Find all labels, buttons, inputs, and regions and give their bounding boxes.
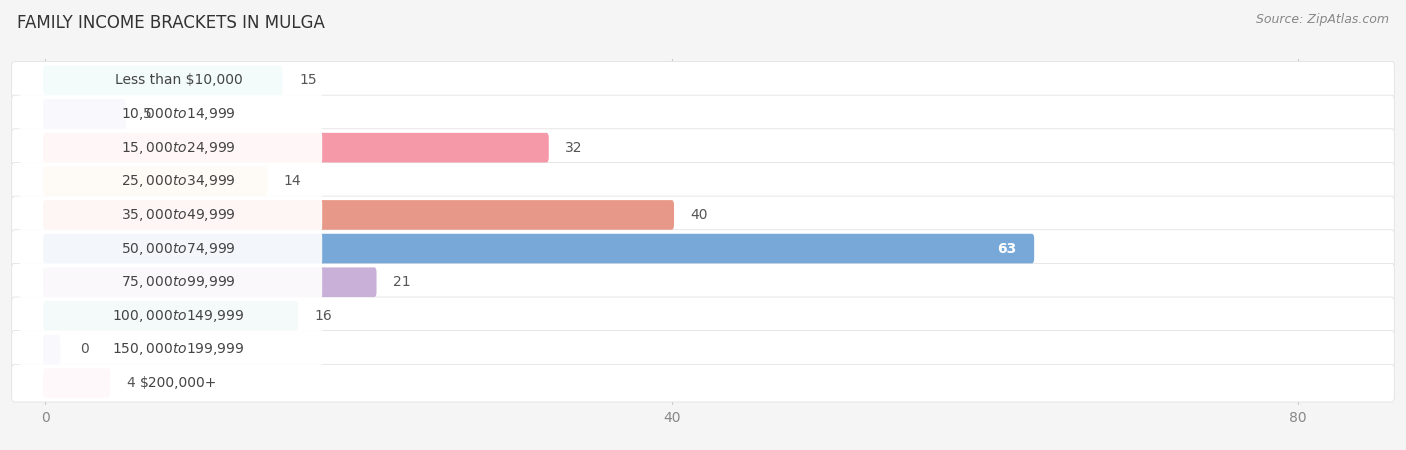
Text: Source: ZipAtlas.com: Source: ZipAtlas.com xyxy=(1256,14,1389,27)
FancyBboxPatch shape xyxy=(44,335,60,365)
FancyBboxPatch shape xyxy=(11,95,1395,133)
FancyBboxPatch shape xyxy=(11,129,1395,166)
Text: 0: 0 xyxy=(80,342,89,356)
Text: $100,000 to $149,999: $100,000 to $149,999 xyxy=(112,308,245,324)
FancyBboxPatch shape xyxy=(44,66,283,95)
FancyBboxPatch shape xyxy=(20,366,322,400)
Text: 5: 5 xyxy=(142,107,152,121)
Text: 15: 15 xyxy=(299,73,316,87)
Text: $25,000 to $34,999: $25,000 to $34,999 xyxy=(121,173,236,189)
FancyBboxPatch shape xyxy=(11,230,1395,267)
Text: FAMILY INCOME BRACKETS IN MULGA: FAMILY INCOME BRACKETS IN MULGA xyxy=(17,14,325,32)
FancyBboxPatch shape xyxy=(44,301,298,331)
FancyBboxPatch shape xyxy=(20,63,322,98)
Text: Less than $10,000: Less than $10,000 xyxy=(115,73,242,87)
FancyBboxPatch shape xyxy=(11,162,1395,200)
FancyBboxPatch shape xyxy=(20,231,322,266)
FancyBboxPatch shape xyxy=(20,164,322,199)
FancyBboxPatch shape xyxy=(20,96,322,131)
FancyBboxPatch shape xyxy=(11,62,1395,99)
Text: $35,000 to $49,999: $35,000 to $49,999 xyxy=(121,207,236,223)
Text: 14: 14 xyxy=(284,174,301,188)
Text: $15,000 to $24,999: $15,000 to $24,999 xyxy=(121,140,236,156)
Text: 40: 40 xyxy=(690,208,709,222)
Text: 16: 16 xyxy=(315,309,332,323)
Text: $150,000 to $199,999: $150,000 to $199,999 xyxy=(112,342,245,357)
Text: $50,000 to $74,999: $50,000 to $74,999 xyxy=(121,241,236,256)
Text: $75,000 to $99,999: $75,000 to $99,999 xyxy=(121,274,236,290)
Text: 4: 4 xyxy=(127,376,135,390)
FancyBboxPatch shape xyxy=(20,265,322,300)
FancyBboxPatch shape xyxy=(44,267,377,297)
Text: 32: 32 xyxy=(565,141,582,155)
Text: $200,000+: $200,000+ xyxy=(139,376,217,390)
FancyBboxPatch shape xyxy=(44,200,673,230)
FancyBboxPatch shape xyxy=(20,332,322,367)
Text: $10,000 to $14,999: $10,000 to $14,999 xyxy=(121,106,236,122)
FancyBboxPatch shape xyxy=(44,133,548,162)
FancyBboxPatch shape xyxy=(44,234,1035,263)
FancyBboxPatch shape xyxy=(11,331,1395,369)
FancyBboxPatch shape xyxy=(20,130,322,165)
FancyBboxPatch shape xyxy=(20,298,322,333)
FancyBboxPatch shape xyxy=(11,196,1395,234)
FancyBboxPatch shape xyxy=(11,297,1395,335)
Text: 63: 63 xyxy=(997,242,1017,256)
FancyBboxPatch shape xyxy=(20,198,322,232)
FancyBboxPatch shape xyxy=(44,166,267,196)
FancyBboxPatch shape xyxy=(44,99,127,129)
FancyBboxPatch shape xyxy=(11,364,1395,402)
FancyBboxPatch shape xyxy=(44,369,110,398)
Text: 21: 21 xyxy=(394,275,411,289)
FancyBboxPatch shape xyxy=(11,263,1395,301)
